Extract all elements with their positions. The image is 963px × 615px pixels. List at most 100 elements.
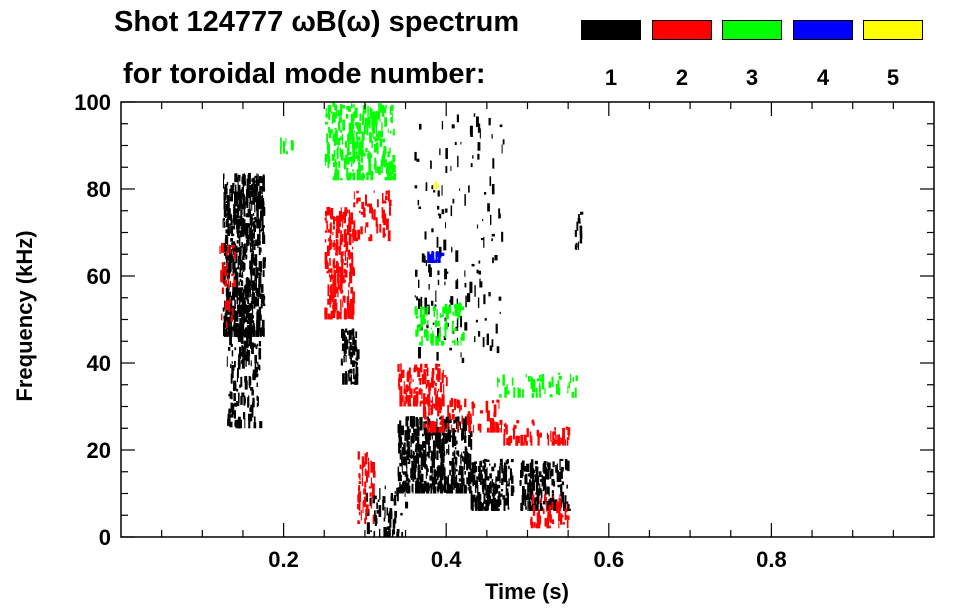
spectrum-mark-mode-2: [554, 439, 558, 445]
spectrum-mark-mode-1: [343, 355, 345, 363]
spectrum-mark-mode-1: [439, 417, 442, 420]
spectrum-mark-mode-1: [447, 486, 451, 494]
spectrum-mark-mode-2: [487, 427, 490, 433]
spectrum-mark-mode-1: [406, 426, 410, 432]
spectrum-mark-mode-2: [555, 435, 557, 439]
spectrum-mark-mode-1: [239, 419, 242, 429]
spectrum-mark-mode-1: [534, 474, 537, 477]
spectrum-mark-mode-1: [470, 479, 473, 483]
spectrum-mark-mode-2: [332, 274, 334, 280]
spectrum-mark-mode-3: [497, 378, 500, 383]
spectrum-mark-mode-2: [542, 508, 545, 514]
spectrum-mark-mode-1: [475, 480, 478, 489]
spectrum-mark-mode-3: [536, 378, 540, 382]
spectrum-mark-mode-1: [262, 174, 265, 185]
spectrum-mark-mode-1: [243, 194, 246, 201]
spectrum-mark-mode-1: [257, 364, 260, 370]
spectrum-mark-mode-1: [465, 451, 469, 461]
spectrum-mark-mode-1: [435, 435, 439, 446]
spectrum-mark-mode-1: [257, 297, 259, 307]
spectrum-mark-mode-2: [382, 193, 384, 204]
spectrum-mark-mode-1: [246, 348, 249, 352]
spectrum-mark-mode-2: [368, 486, 372, 489]
x-tick-label: 0.4: [431, 547, 462, 572]
spectrum-mark-mode-1: [414, 185, 418, 189]
spectrum-mark-mode-1: [416, 452, 419, 456]
spectrum-mark-mode-1: [498, 499, 502, 506]
spectrum-mark-mode-1: [464, 471, 466, 475]
spectrum-mark-mode-1: [235, 315, 239, 322]
spectrum-mark-mode-3: [352, 147, 355, 159]
spectrum-mark-mode-1: [507, 507, 510, 510]
spectrum-mark-mode-2: [434, 387, 437, 396]
spectrum-mark-mode-2: [398, 384, 400, 390]
spectrum-mark-mode-2: [353, 231, 356, 237]
spectrum-mark-mode-3: [451, 321, 454, 325]
spectrum-mark-mode-1: [250, 229, 254, 233]
spectrum-mark-mode-2: [338, 210, 343, 222]
spectrum-mark-mode-1: [248, 279, 251, 284]
spectrum-mark-mode-1: [230, 256, 234, 261]
x-tick-label: 0.2: [268, 547, 299, 572]
spectrum-mark-mode-1: [237, 359, 241, 370]
spectrum-mark-mode-1: [455, 416, 458, 423]
spectrum-mark-mode-3: [339, 130, 342, 133]
spectrum-mark-mode-1: [510, 459, 514, 463]
spectrum-mark-mode-2: [352, 266, 355, 270]
spectrum-mark-mode-1: [532, 474, 535, 486]
spectrum-mark-mode-1: [223, 315, 226, 320]
spectrum-mark-mode-1: [227, 414, 231, 425]
spectrum-mark-mode-1: [394, 510, 397, 518]
spectrum-mark-mode-1: [366, 522, 370, 535]
spectrum-mark-mode-2: [413, 367, 416, 373]
spectrum-mark-mode-3: [452, 311, 455, 316]
spectrum-mark-mode-1: [251, 191, 254, 197]
spectrum-mark-mode-1: [399, 482, 401, 489]
spectrum-mark-mode-2: [382, 227, 385, 238]
spectrum-mark-mode-1: [374, 495, 377, 500]
spectrum-mark-mode-1: [230, 193, 233, 202]
spectrum-mark-mode-2: [364, 468, 367, 476]
spectrum-mark-mode-1: [344, 343, 347, 354]
spectrum-mark-mode-1: [491, 502, 494, 511]
spectrum-mark-mode-1: [252, 290, 254, 301]
spectrum-mark-mode-3: [390, 117, 392, 123]
spectrum-mark-mode-2: [399, 386, 401, 397]
spectrum-mark-mode-2: [361, 456, 365, 468]
spectrum-mark-mode-1: [251, 313, 253, 323]
spectrum-mark-mode-1: [240, 280, 244, 286]
spectrum-mark-mode-2: [232, 308, 234, 315]
spectrum-mark-mode-1: [253, 372, 256, 380]
spectrum-mark-mode-1: [223, 206, 226, 217]
spectrum-mark-mode-2: [375, 217, 378, 227]
spectrum-mark-mode-1: [466, 461, 469, 471]
spectrum-mark-mode-2: [342, 217, 344, 228]
spectrum-mark-mode-1: [350, 351, 353, 356]
spectrum-mark-mode-1: [231, 295, 233, 301]
spectrum-mark-mode-2: [552, 431, 555, 441]
spectrum-mark-mode-1: [248, 303, 252, 311]
spectrum-mark-mode-1: [239, 310, 243, 317]
spectrum-mark-mode-1: [478, 331, 481, 337]
spectrum-mark-mode-3: [332, 112, 336, 123]
spectrum-mark-mode-3: [392, 154, 396, 163]
spectrum-mark-mode-1: [241, 187, 244, 192]
spectrum-mark-mode-1: [542, 506, 544, 511]
spectrum-mark-mode-1: [493, 483, 497, 495]
spectrum-mark-mode-2: [537, 509, 540, 521]
spectrum-mark-mode-2: [560, 438, 563, 445]
spectrum-mark-mode-2: [509, 435, 513, 444]
spectrum-mark-mode-2: [357, 451, 360, 460]
spectrum-mark-mode-2: [438, 404, 442, 411]
spectrum-mark-mode-1: [445, 422, 447, 426]
spectrum-mark-mode-1: [261, 216, 264, 227]
spectrum-mark-mode-1: [242, 314, 245, 324]
spectrum-mark-mode-1: [242, 348, 244, 358]
spectrum-mark-mode-1: [257, 317, 259, 325]
spectrum-mark-mode-1: [258, 225, 262, 228]
spectrum-mark-mode-3: [332, 102, 336, 107]
spectrum-mark-mode-1: [461, 478, 464, 488]
spectrum-mark-mode-1: [405, 417, 407, 427]
spectrum-mark-mode-1: [501, 144, 503, 154]
